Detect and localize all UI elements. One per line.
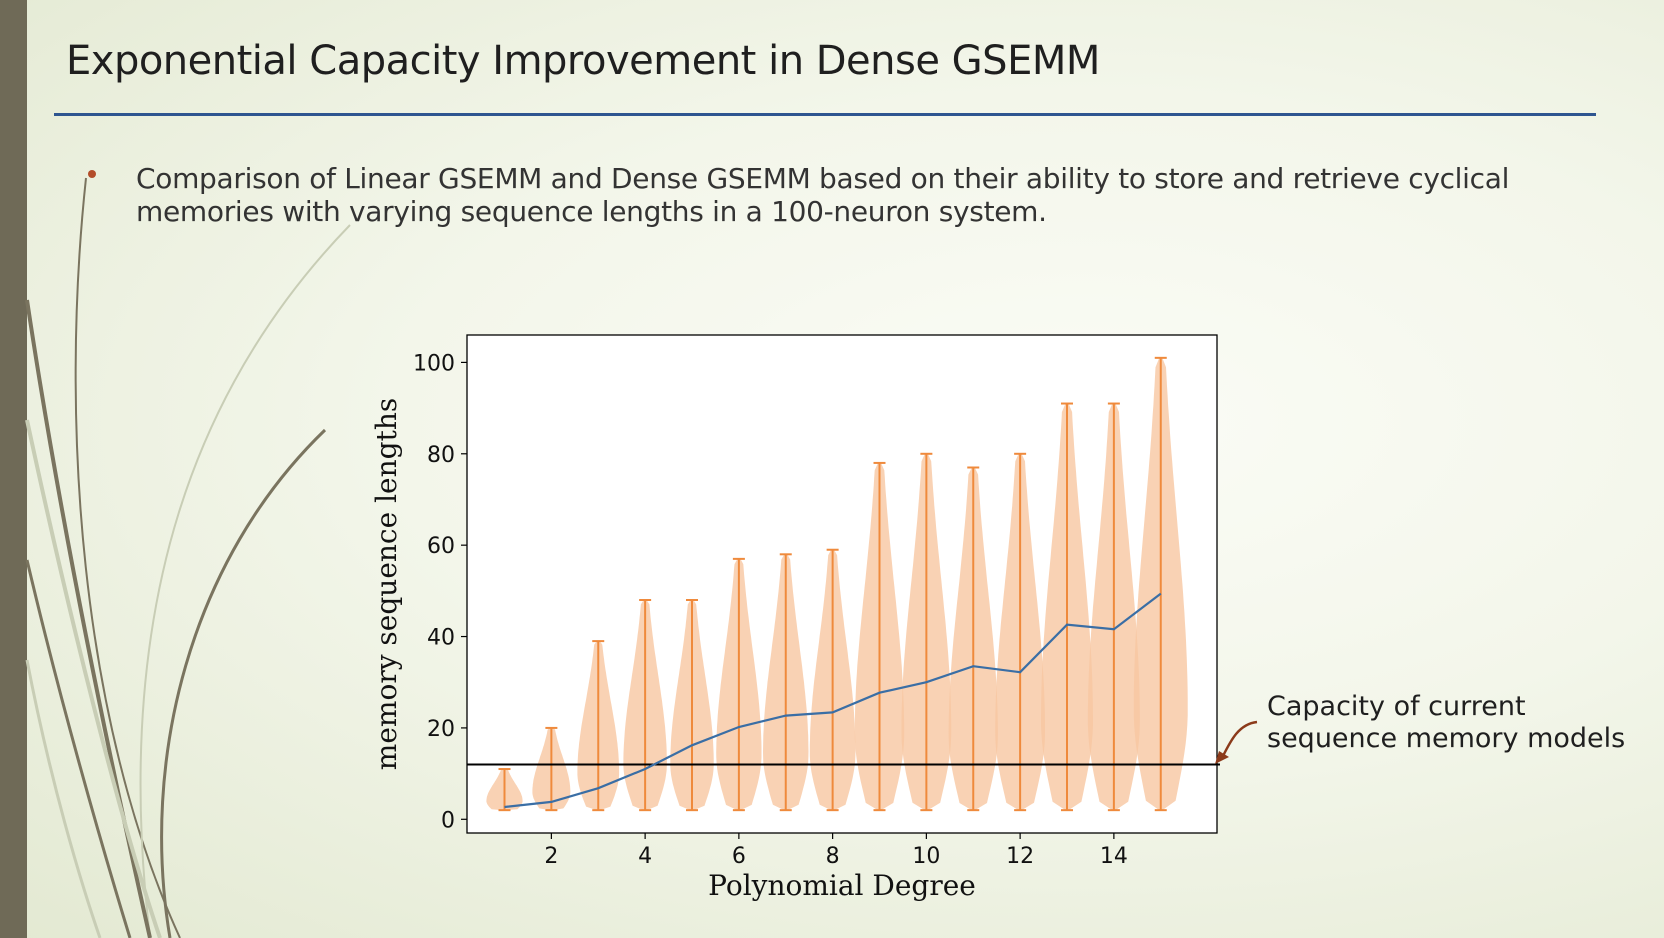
bullet-marker: [88, 170, 96, 178]
y-tick-label: 80: [427, 443, 455, 468]
mean-line: [504, 592, 1162, 809]
x-axis-label: Polynomial Degree: [708, 869, 976, 902]
annotation-line-2: sequence memory models: [1267, 723, 1626, 754]
y-axis-label: memory sequence lengths: [370, 398, 403, 770]
x-tick-label: 12: [1006, 844, 1034, 869]
slide-title: Exponential Capacity Improvement in Dens…: [66, 38, 1100, 84]
title-underline: [54, 113, 1596, 116]
decorative-swoosh: [25, 177, 351, 938]
x-tick-label: 8: [826, 844, 840, 869]
x-tick-label: 10: [912, 844, 940, 869]
x-tick-label: 4: [638, 844, 652, 869]
y-tick-label: 40: [427, 626, 455, 651]
x-tick-label: 6: [732, 844, 746, 869]
capacity-annotation: Capacity of current sequence memory mode…: [1267, 691, 1625, 755]
y-tick-label: 100: [413, 351, 455, 376]
bullet-text: Comparison of Linear GSEMM and Dense GSE…: [136, 162, 1510, 228]
y-tick-label: 20: [427, 717, 455, 742]
x-tick-label: 14: [1100, 844, 1128, 869]
y-tick-label: 0: [441, 808, 455, 833]
y-tick-label: 60: [427, 534, 455, 559]
violin-chart: 2 4 6 8 10 12 14 0 20 40 60 80 100 Polynomial Degree m…: [370, 334, 1220, 902]
left-accent-bar: [0, 0, 27, 938]
annotation-arrow: [1215, 720, 1258, 764]
x-tick-label: 2: [544, 844, 558, 869]
annotation-line-1: Capacity of current: [1267, 691, 1526, 722]
